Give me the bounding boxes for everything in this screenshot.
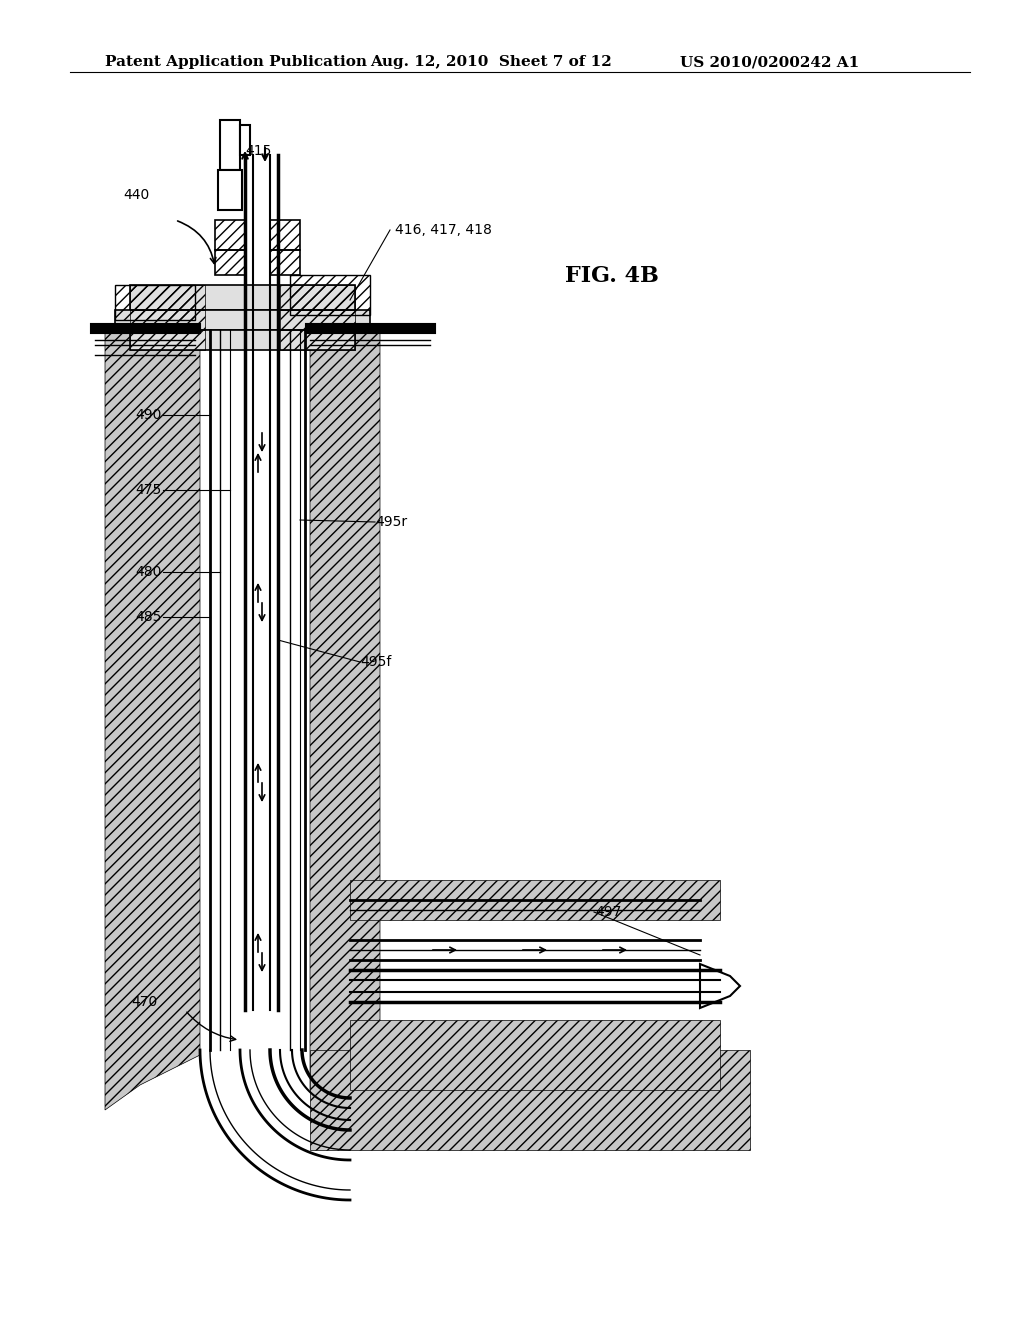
Text: FIG. 4B: FIG. 4B [565,265,658,286]
Text: Aug. 12, 2010  Sheet 7 of 12: Aug. 12, 2010 Sheet 7 of 12 [370,55,611,69]
Bar [215,220,245,249]
Bar [290,275,370,315]
Bar [270,220,300,249]
Text: 497: 497 [595,906,622,919]
Bar [215,249,245,275]
Polygon shape [350,1020,720,1090]
Bar [130,330,355,350]
Text: 440: 440 [124,187,150,202]
Text: Patent Application Publication: Patent Application Publication [105,55,367,69]
Text: 485: 485 [135,610,162,624]
Bar [240,125,250,154]
Polygon shape [310,330,380,1090]
Bar [130,330,205,350]
Bar [220,120,240,170]
Text: 475: 475 [136,483,162,498]
Polygon shape [105,330,200,1110]
Bar [280,330,355,350]
Polygon shape [310,1049,750,1150]
Text: 490: 490 [135,408,162,422]
Polygon shape [700,964,740,1008]
Text: 415: 415 [245,144,271,158]
Text: 470: 470 [132,995,158,1008]
Bar [280,285,355,310]
Bar [218,170,242,210]
Text: US 2010/0200242 A1: US 2010/0200242 A1 [680,55,859,69]
Text: 495r: 495r [375,515,408,529]
Text: 416, 417, 418: 416, 417, 418 [395,223,492,238]
Bar [115,310,370,330]
Bar [280,310,355,330]
Text: 495f: 495f [360,655,391,669]
Bar [270,249,300,275]
Polygon shape [350,880,720,920]
Bar [130,310,205,330]
Bar [130,285,355,310]
Bar [130,285,205,310]
Bar [115,285,195,319]
Text: 480: 480 [135,565,162,579]
